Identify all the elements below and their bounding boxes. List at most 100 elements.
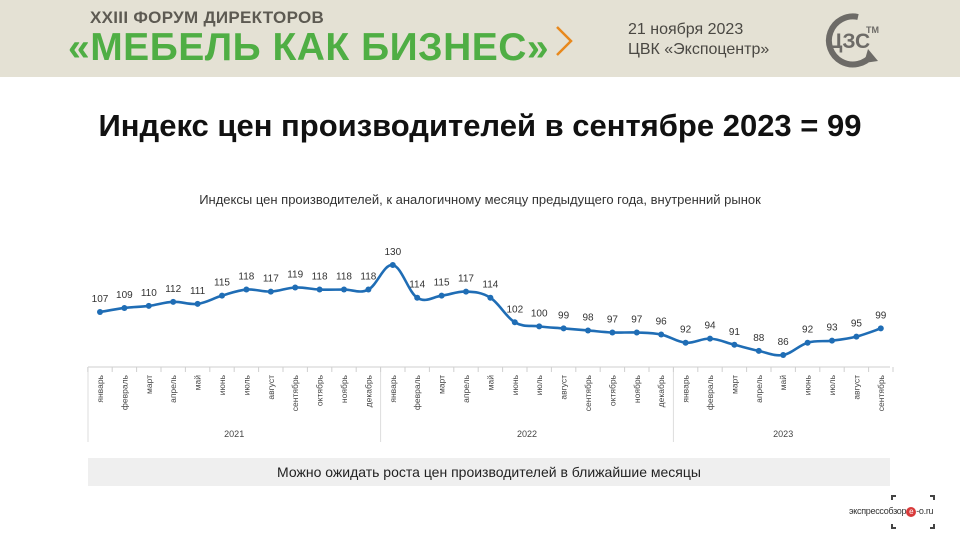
data-label: 130 (384, 247, 401, 258)
data-point (316, 286, 323, 293)
x-tick-label: май (485, 375, 495, 391)
header-banner: XXIII ФОРУМ ДИРЕКТОРОВ «МЕБЕЛЬ КАК БИЗНЕ… (0, 0, 960, 77)
forum-subtitle: XXIII ФОРУМ ДИРЕКТОРОВ (90, 8, 325, 27)
data-label: 91 (729, 327, 741, 338)
chart-title: Индексы цен производителей, к аналогично… (199, 192, 761, 207)
year-label: 2022 (517, 429, 537, 439)
data-point (463, 288, 469, 295)
note-text: Можно ожидать роста цен производителей в… (277, 464, 701, 480)
x-tick-label: декабрь (656, 374, 666, 407)
x-tick-label: февраль (119, 374, 129, 410)
x-tick-label: июль (534, 374, 544, 395)
data-label: 119 (287, 270, 303, 281)
x-tick-label: июнь (803, 374, 813, 395)
watermark-circle: е (906, 507, 917, 517)
data-label: 115 (214, 278, 230, 289)
data-label: 95 (851, 319, 863, 330)
year-label: 2023 (773, 429, 793, 439)
data-point (145, 302, 152, 309)
event-venue: ЦВК «Экспоцентр» (628, 41, 770, 58)
x-tick-label: сентябрь (583, 374, 593, 411)
chevron-right-icon (556, 26, 573, 56)
data-label: 86 (778, 337, 790, 348)
watermark-text: экспрессобзор е -о.ru (849, 506, 934, 517)
x-tick-label: апрель (461, 374, 471, 402)
data-point (341, 286, 347, 293)
data-point (853, 333, 860, 340)
data-label: 110 (141, 288, 157, 299)
x-tick-label: август (559, 375, 569, 400)
frame-corners-icon (891, 495, 935, 529)
data-point (780, 352, 787, 358)
data-label: 115 (434, 278, 450, 289)
data-point (877, 325, 884, 332)
data-point (365, 286, 372, 293)
x-tick-label: июнь (217, 374, 227, 395)
x-tick-label: июль (827, 374, 837, 395)
data-label: 107 (92, 294, 109, 305)
data-point (121, 304, 128, 311)
x-tick-label: сентябрь (290, 374, 300, 411)
line-chart: 107 109 110 112 111 115 118 117 119 118 118 118 130 1… (87, 247, 894, 442)
data-label: 100 (531, 308, 548, 319)
data-point (829, 337, 835, 344)
data-label: 96 (656, 317, 668, 328)
data-label: 118 (360, 272, 376, 283)
x-tick-label: октябрь (315, 374, 325, 406)
x-tick-label: март (729, 375, 739, 394)
x-tick-label: август (266, 375, 276, 400)
data-label: 111 (190, 286, 206, 297)
data-point (243, 286, 250, 293)
x-tick-label: июнь (510, 374, 520, 395)
data-label: 118 (336, 272, 352, 283)
x-tick-label: март (144, 375, 154, 394)
x-tick-label: ноябрь (632, 374, 642, 403)
data-point (487, 294, 494, 301)
x-tick-label: июль (241, 374, 251, 395)
data-point (389, 262, 396, 268)
data-label: 99 (875, 310, 887, 321)
forum-title: «МЕБЕЛЬ КАК БИЗНЕС» (68, 26, 550, 69)
data-point (731, 341, 738, 348)
x-tick-label: март (437, 375, 447, 394)
data-label: 114 (482, 280, 498, 291)
data-point (560, 325, 567, 332)
data-label: 109 (116, 290, 133, 301)
x-tick-label: январь (388, 374, 398, 402)
x-tick-label: апрель (754, 374, 764, 402)
x-tick-label: август (851, 375, 861, 400)
x-tick-label: февраль (705, 374, 715, 410)
czs-logo: ЦЗС TM (825, 13, 879, 68)
data-point (536, 323, 543, 330)
x-tick-label: январь (681, 374, 691, 402)
data-point (658, 331, 665, 338)
data-label: 118 (312, 272, 328, 283)
data-label: 98 (582, 312, 594, 323)
data-label: 93 (826, 323, 838, 334)
data-point (170, 298, 177, 305)
x-tick-label: февраль (412, 374, 422, 410)
data-label: 99 (558, 310, 570, 321)
watermark-text-left: экспрессобзор (849, 506, 907, 516)
data-label: 92 (680, 325, 692, 336)
page-title: Индекс цен производителей в сентябре 202… (98, 108, 862, 143)
logo-text: ЦЗС (827, 30, 870, 53)
x-tick-label: апрель (168, 374, 178, 402)
data-label: 117 (263, 274, 279, 285)
data-point (511, 319, 518, 326)
data-point (194, 300, 201, 307)
x-tick-label: октябрь (607, 374, 617, 406)
x-tick-label: ноябрь (339, 374, 349, 403)
data-point (97, 309, 103, 316)
data-label: 88 (753, 333, 765, 344)
data-point (267, 288, 274, 295)
x-tick-label: май (778, 375, 788, 391)
data-point (609, 329, 616, 336)
x-tick-label: декабрь (363, 374, 373, 407)
data-point (804, 339, 811, 346)
data-label: 114 (409, 280, 425, 291)
data-label: 97 (607, 315, 619, 326)
x-tick-label: сентябрь (876, 374, 886, 411)
data-point (682, 339, 689, 346)
year-label: 2021 (224, 429, 244, 439)
